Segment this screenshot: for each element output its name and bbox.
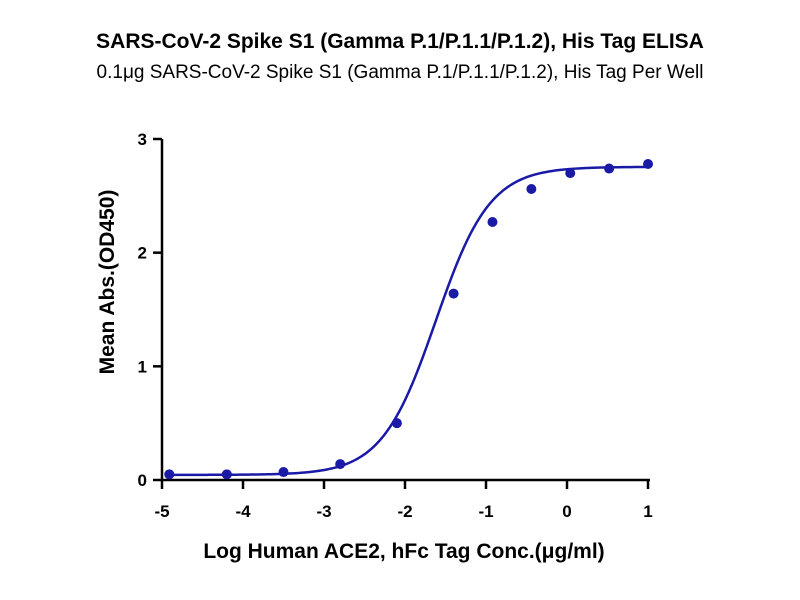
chart-title: SARS-CoV-2 Spike S1 (Gamma P.1/P.1.1/P.1… <box>96 30 704 53</box>
y-tick-label: 1 <box>138 357 147 376</box>
x-tick-label: 0 <box>562 502 571 521</box>
data-point <box>526 184 537 195</box>
data-point <box>391 418 402 429</box>
y-tick-label: 2 <box>138 244 147 263</box>
data-point <box>335 459 346 470</box>
data-point <box>487 216 498 227</box>
x-tick-label: -2 <box>397 502 412 521</box>
ticks: -5 -4 -3 -2 -1 0 1 0 1 2 3 <box>138 130 653 521</box>
data-point <box>643 159 653 170</box>
data-point <box>604 163 615 174</box>
data-point <box>448 288 459 299</box>
x-tick-label: -1 <box>478 502 493 521</box>
data-point <box>221 469 232 480</box>
y-tick-label: 0 <box>138 471 147 490</box>
y-axis-label: Mean Abs.(OD450) <box>96 190 119 375</box>
x-tick-label: 1 <box>643 502 652 521</box>
points-layer <box>164 159 653 480</box>
fit-layer <box>169 165 649 477</box>
y-tick-label: 3 <box>138 130 147 149</box>
x-axis-label: Log Human ACE2, hFc Tag Conc.(μg/ml) <box>203 540 604 563</box>
data-point <box>164 469 175 480</box>
x-tick-label: -5 <box>154 502 169 521</box>
fit-curve <box>169 165 649 477</box>
x-tick-label: -3 <box>316 502 331 521</box>
data-point <box>278 467 289 478</box>
data-point <box>565 168 576 179</box>
chart-subtitle: 0.1μg SARS-CoV-2 Spike S1 (Gamma P.1/P.1… <box>96 62 704 83</box>
x-tick-label: -4 <box>235 502 251 521</box>
axes <box>160 139 650 482</box>
